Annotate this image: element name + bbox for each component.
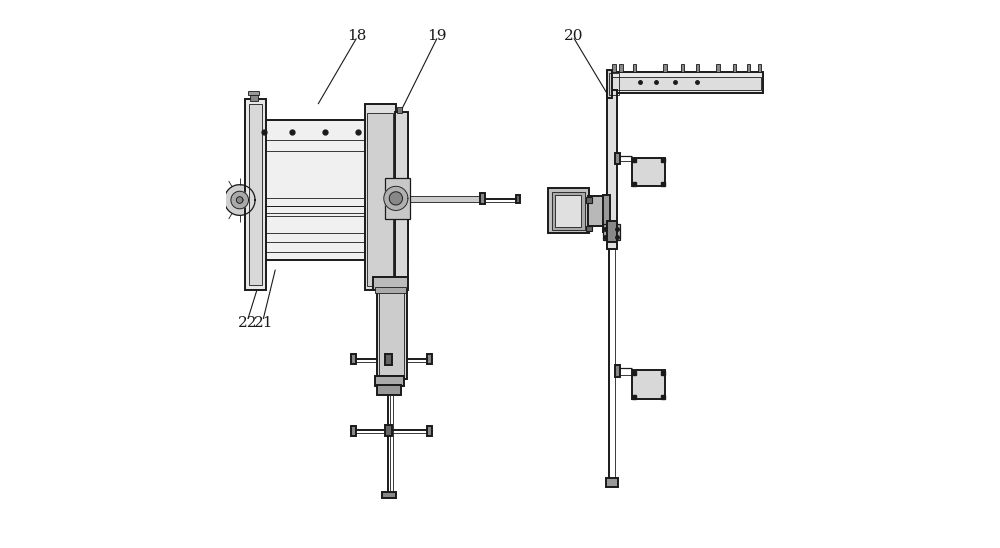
Bar — [351, 426, 356, 436]
Bar — [615, 365, 620, 377]
Bar — [385, 425, 392, 436]
Bar — [248, 91, 259, 95]
Bar — [375, 287, 406, 293]
Bar — [758, 64, 761, 72]
Bar — [632, 158, 665, 186]
Bar — [612, 64, 616, 72]
Polygon shape — [389, 192, 402, 205]
Bar — [377, 283, 407, 379]
Text: 20: 20 — [564, 28, 584, 43]
Text: 18: 18 — [347, 28, 366, 43]
Bar — [607, 72, 763, 93]
Text: 22: 22 — [238, 316, 258, 330]
Bar — [548, 188, 589, 233]
Bar — [385, 354, 392, 365]
Bar — [603, 195, 610, 232]
Bar — [681, 64, 684, 72]
Polygon shape — [384, 186, 408, 210]
Bar — [245, 99, 266, 290]
Bar — [607, 70, 612, 98]
Bar — [663, 64, 667, 72]
Polygon shape — [236, 197, 243, 203]
Text: 21: 21 — [254, 316, 273, 330]
Bar — [377, 385, 401, 395]
Bar — [615, 153, 620, 164]
Bar — [397, 107, 402, 113]
Bar — [250, 95, 258, 101]
Bar — [379, 287, 404, 375]
Bar — [249, 104, 262, 285]
Bar — [747, 64, 750, 72]
Bar — [632, 370, 665, 399]
Bar — [586, 197, 592, 203]
Bar — [588, 196, 607, 226]
Text: 19: 19 — [427, 28, 447, 43]
Bar — [603, 224, 620, 240]
Bar — [733, 64, 736, 72]
Bar — [395, 112, 408, 279]
Bar — [427, 354, 432, 364]
Bar — [427, 426, 432, 436]
Bar — [696, 64, 699, 72]
Bar — [382, 492, 396, 498]
Bar — [607, 90, 617, 249]
Bar — [609, 77, 761, 90]
Polygon shape — [231, 191, 248, 209]
Bar — [609, 73, 619, 95]
Bar — [633, 64, 636, 72]
Bar — [245, 120, 408, 260]
Bar — [555, 195, 581, 227]
Bar — [351, 354, 356, 364]
Bar — [716, 64, 720, 72]
Bar — [480, 193, 485, 204]
Bar — [373, 277, 408, 290]
Bar — [375, 376, 404, 386]
Bar — [552, 192, 585, 230]
Bar — [365, 104, 396, 290]
Bar — [516, 195, 520, 203]
Bar — [385, 178, 410, 219]
Bar — [586, 226, 592, 231]
Bar — [367, 113, 393, 286]
Polygon shape — [224, 185, 255, 215]
Bar — [606, 478, 618, 487]
Bar — [607, 221, 617, 242]
Bar — [619, 64, 623, 72]
Bar — [408, 196, 484, 202]
